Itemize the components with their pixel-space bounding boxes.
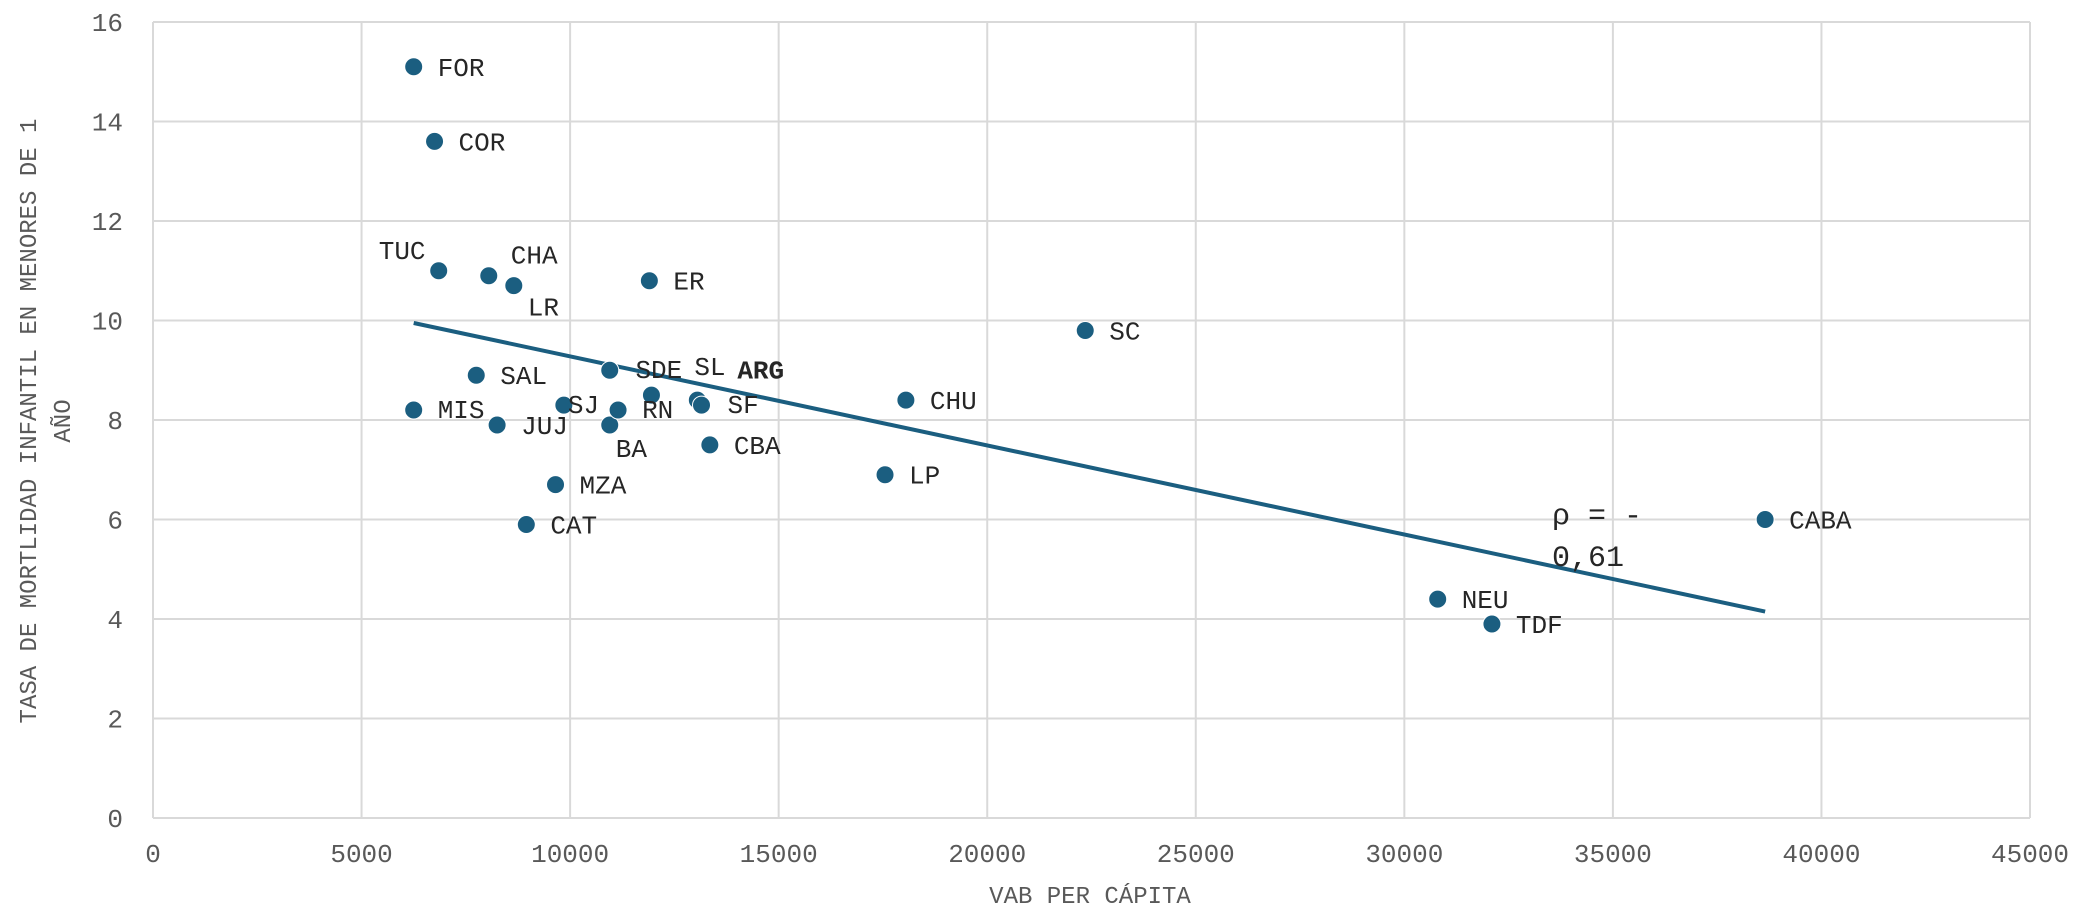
- data-point-sc: [1075, 320, 1095, 340]
- data-point-rn: [608, 400, 628, 420]
- data-label-cba: CBA: [734, 432, 781, 462]
- x-tick-label: 35000: [1574, 840, 1652, 870]
- y-axis-ticks: 0 2 4 6 8 10 12 14 16: [92, 9, 123, 835]
- data-label-neu: NEU: [1462, 586, 1509, 616]
- data-label-ba: BA: [616, 435, 648, 465]
- data-point-er: [639, 271, 659, 291]
- y-tick-label: 2: [107, 706, 123, 736]
- x-tick-label: 20000: [948, 840, 1026, 870]
- data-label-sf: SF: [728, 391, 759, 421]
- x-tick-label: 0: [145, 840, 161, 870]
- y-tick-label: 12: [92, 208, 123, 238]
- data-label-cha: CHA: [511, 242, 558, 272]
- y-axis-title-line-2: AÑO: [50, 399, 78, 442]
- data-point-lr: [504, 276, 524, 296]
- data-point-sde: [641, 385, 661, 405]
- data-label-chu: CHU: [930, 387, 977, 417]
- data-label-sc: SC: [1109, 317, 1140, 347]
- data-label-er: ER: [673, 268, 704, 298]
- data-label-tuc: TUC: [379, 237, 426, 267]
- data-point-cat: [516, 514, 536, 534]
- y-tick-label: 8: [107, 407, 123, 437]
- data-point-juj: [487, 415, 507, 435]
- data-point-sal: [466, 365, 486, 385]
- data-label-tdf: TDF: [1516, 611, 1563, 641]
- data-point-mis: [404, 400, 424, 420]
- data-point-sj: [554, 395, 574, 415]
- x-tick-label: 10000: [531, 840, 609, 870]
- x-axis-ticks: 0 5000 10000 15000 20000 25000 30000 35000 40000…: [145, 840, 2069, 870]
- data-label-caba: CABA: [1789, 507, 1852, 537]
- y-axis-title-line-1: TASA DE MORTLIDAD INFANTIL EN MENORES DE…: [17, 119, 44, 724]
- data-label-cor: COR: [459, 128, 506, 158]
- data-point-sf: [692, 395, 712, 415]
- data-label-for: FOR: [438, 54, 485, 84]
- x-tick-label: 45000: [1991, 840, 2069, 870]
- data-point-chu: [896, 390, 916, 410]
- data-label-mza: MZA: [580, 472, 627, 502]
- correlation-annotation-line-2: 0,61: [1552, 542, 1624, 576]
- data-point-tdf: [1482, 614, 1502, 634]
- data-label-mis: MIS: [438, 396, 485, 426]
- data-point-tuc: [429, 261, 449, 281]
- data-label-sj: SJ: [568, 391, 599, 421]
- data-point-for: [404, 57, 424, 77]
- y-tick-label: 6: [107, 507, 123, 537]
- data-point-cor: [425, 131, 445, 151]
- data-label-sl: SL: [694, 353, 725, 383]
- data-label-arg: ARG: [737, 356, 784, 386]
- data-label-sal: SAL: [500, 362, 547, 392]
- data-label-lr: LR: [528, 294, 559, 324]
- data-point-ba: [600, 415, 620, 435]
- data-point-arg: [600, 360, 620, 380]
- data-label-rn: RN: [642, 396, 673, 426]
- data-point-cha: [479, 266, 499, 286]
- x-axis-title: VAB PER CÁPITA: [989, 883, 1191, 908]
- data-point-mza: [546, 475, 566, 495]
- x-tick-label: 40000: [1782, 840, 1860, 870]
- y-tick-label: 10: [92, 308, 123, 338]
- correlation-annotation-line-1: ρ = -: [1552, 500, 1642, 534]
- trendline: [413, 321, 1766, 614]
- y-tick-label: 0: [107, 805, 123, 835]
- data-label-juj: JUJ: [521, 412, 568, 442]
- data-point-caba: [1755, 510, 1775, 529]
- x-tick-label: 15000: [740, 840, 818, 870]
- data-point-lp: [875, 465, 895, 485]
- y-tick-label: 16: [92, 9, 123, 39]
- y-tick-label: 14: [92, 109, 123, 139]
- data-point-neu: [1428, 589, 1448, 609]
- correlation-annotation: ρ = - 0,61: [1552, 500, 1642, 576]
- data-label-cat: CAT: [550, 511, 597, 541]
- gridlines: [152, 21, 2031, 819]
- x-tick-label: 30000: [1365, 840, 1443, 870]
- x-tick-label: 5000: [330, 840, 392, 870]
- data-label-sde: SDE: [635, 356, 682, 386]
- x-tick-label: 25000: [1157, 840, 1235, 870]
- data-label-lp: LP: [909, 462, 940, 492]
- y-tick-label: 4: [107, 606, 123, 636]
- data-point-cba: [700, 435, 720, 455]
